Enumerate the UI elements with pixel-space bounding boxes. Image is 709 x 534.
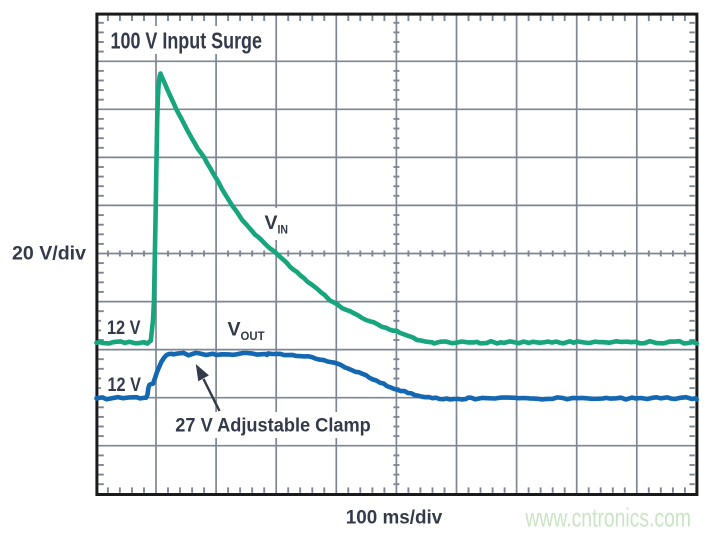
svg-text:20 V/div: 20 V/div bbox=[12, 243, 86, 265]
svg-text:www.cntronics.com: www.cntronics.com bbox=[525, 503, 691, 533]
svg-text:12 V: 12 V bbox=[107, 317, 141, 339]
svg-text:VOUT: VOUT bbox=[228, 318, 265, 343]
svg-text:100 ms/div: 100 ms/div bbox=[346, 508, 443, 529]
svg-text:VIN: VIN bbox=[265, 212, 289, 237]
svg-text:100 V Input Surge: 100 V Input Surge bbox=[111, 28, 263, 54]
svg-text:27 V Adjustable Clamp: 27 V Adjustable Clamp bbox=[175, 414, 371, 436]
svg-text:12 V: 12 V bbox=[108, 374, 142, 396]
